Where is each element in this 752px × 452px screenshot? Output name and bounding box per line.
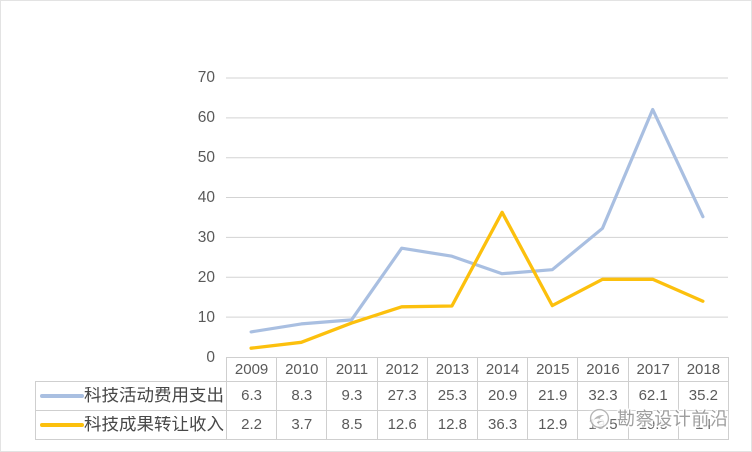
table-value-cell: 32.3 [577, 380, 628, 410]
y-tick-label-60: 60 [197, 109, 215, 127]
table-header-year: 2016 [577, 357, 628, 381]
table-value-cell: 12.8 [426, 409, 477, 440]
table-header-year: 2013 [426, 357, 477, 381]
table-value-cell: 25.3 [426, 380, 477, 410]
table-header-year: 2010 [276, 357, 327, 381]
table-value-cell: 3.7 [276, 409, 327, 440]
legend-label: 科技活动费用支出 [84, 386, 224, 405]
table-value-cell: 12.9 [527, 409, 578, 440]
legend-item-income: 科技成果转让收入 [35, 409, 226, 440]
table-value-cell: 8.5 [326, 409, 377, 440]
data-table: 2009 2010 2011 2012 2013 2014 2015 2016 2017 2018… [35, 357, 729, 440]
series-line-income [249, 210, 705, 350]
y-tick-label-50: 50 [197, 149, 215, 167]
y-tick-label-70: 70 [197, 69, 215, 87]
table-value-cell: 36.3 [477, 409, 528, 440]
table-value-cell: 6.3 [226, 380, 277, 410]
table-value-cell: 19.5 [627, 409, 678, 440]
y-tick-label-0: 0 [206, 348, 215, 366]
table-value-cell: 27.3 [376, 380, 427, 410]
table-header-year: 2012 [376, 357, 427, 381]
table-header-year: 2017 [627, 357, 678, 381]
table-value-cell: 2.2 [226, 409, 277, 440]
legend-label: 科技成果转让收入 [84, 416, 224, 434]
table-header-year: 2015 [527, 357, 578, 381]
table-value-cell: 20.9 [477, 380, 528, 410]
y-tick-label-40: 40 [197, 189, 215, 207]
table-value-cell: 19.5 [577, 409, 628, 440]
table-value-cell: 35.2 [677, 380, 729, 410]
table-value-cell: 62.1 [627, 380, 678, 410]
y-tick-label-30: 30 [197, 228, 215, 246]
table-value-cell: 21.9 [527, 380, 578, 410]
table-value-cell: 12.6 [376, 409, 427, 440]
series-line-expenditure [249, 107, 705, 334]
table-header-year: 2011 [326, 357, 377, 381]
table-value-cell: 8.3 [276, 380, 327, 410]
table-value-cell: 14 [677, 409, 729, 440]
y-tick-label-20: 20 [197, 268, 215, 286]
gridlines [226, 77, 728, 318]
table-header-year: 2009 [226, 357, 277, 381]
table-header-year: 2018 [677, 357, 729, 381]
legend-item-expenditure: 科技活动费用支出 [35, 380, 226, 410]
legend-swatch-blue-line [40, 393, 84, 398]
legend-swatch-yellow-line [40, 422, 84, 428]
table-value-cell: 9.3 [326, 380, 377, 410]
y-tick-label-10: 10 [197, 308, 215, 326]
table-header-year: 2014 [477, 357, 528, 381]
